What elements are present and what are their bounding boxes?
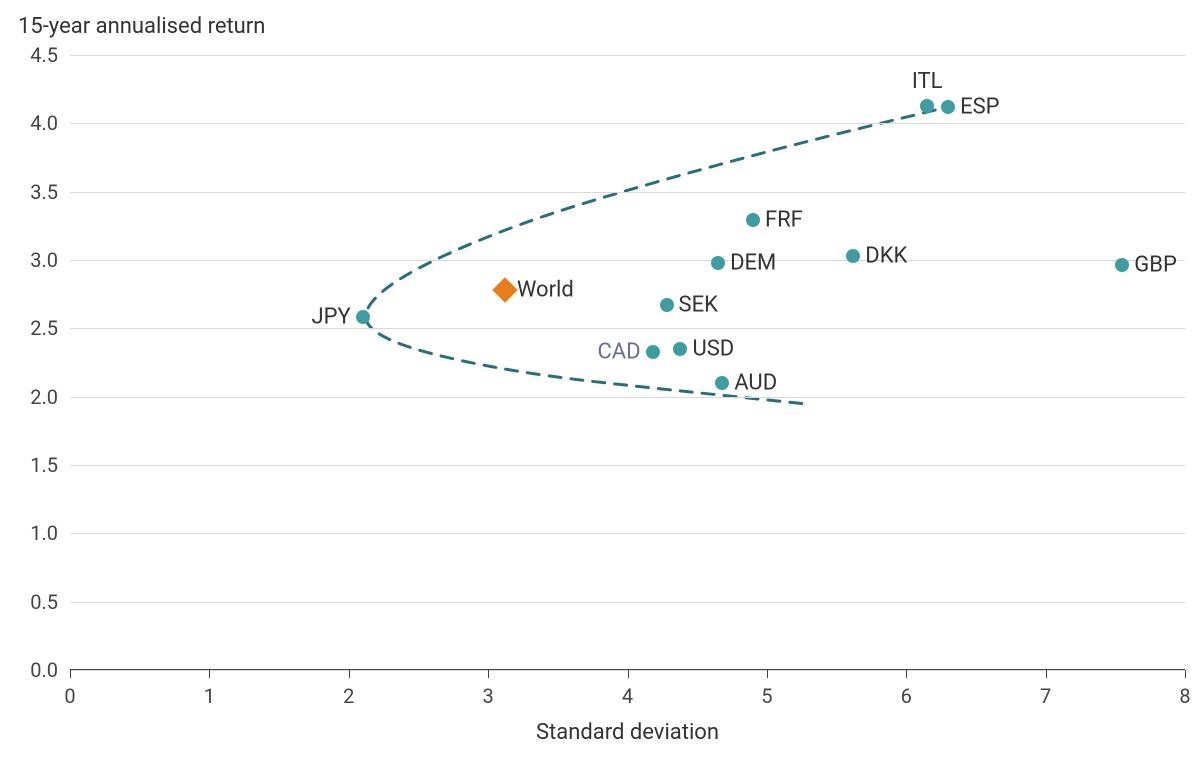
gridline: [70, 123, 1185, 124]
y-tick-label: 1.5: [30, 453, 70, 477]
point-label-jpy: JPY: [311, 305, 350, 330]
point-label-sek: SEK: [679, 293, 718, 318]
point-label-dem: DEM: [730, 250, 776, 275]
gridline: [70, 602, 1185, 603]
plot-area: 0.00.51.01.52.02.53.03.54.04.5012345678J…: [70, 55, 1185, 670]
point-esp: [941, 100, 955, 114]
point-frf: [746, 213, 760, 227]
point-cad: [646, 345, 660, 359]
x-axis-title: Standard deviation: [70, 720, 1185, 745]
point-aud: [715, 376, 729, 390]
x-tick-label: 2: [343, 670, 354, 708]
x-tick-label: 6: [901, 670, 912, 708]
x-tick-label: 3: [483, 670, 494, 708]
y-tick-label: 1.0: [30, 521, 70, 545]
point-jpy: [356, 310, 370, 324]
y-axis-title: 15-year annualised return: [18, 14, 265, 39]
point-label-esp: ESP: [960, 94, 999, 119]
risk-return-scatter: 15-year annualised return 0.00.51.01.52.…: [0, 0, 1200, 780]
x-tick-label: 0: [64, 670, 75, 708]
point-gbp: [1115, 258, 1129, 272]
gridline: [70, 328, 1185, 329]
point-label-gbp: GBP: [1134, 253, 1177, 278]
point-label-dkk: DKK: [865, 243, 907, 268]
gridline: [70, 465, 1185, 466]
point-label-cad: CAD: [597, 339, 640, 364]
x-tick-label: 8: [1179, 670, 1190, 708]
gridline: [70, 260, 1185, 261]
point-sek: [660, 298, 674, 312]
gridline: [70, 533, 1185, 534]
y-tick-label: 4.5: [30, 43, 70, 67]
y-tick-label: 4.0: [30, 111, 70, 135]
x-tick-label: 7: [1040, 670, 1051, 708]
x-tick-label: 4: [622, 670, 633, 708]
gridline: [70, 397, 1185, 398]
y-tick-label: 3.5: [30, 180, 70, 204]
y-tick-label: 3.0: [30, 248, 70, 272]
point-dem: [711, 256, 725, 270]
point-label-usd: USD: [692, 336, 734, 361]
point-label-world: World: [517, 278, 574, 303]
point-itl: [920, 99, 934, 113]
x-tick-label: 1: [204, 670, 215, 708]
y-tick-label: 0.5: [30, 590, 70, 614]
y-tick-label: 2.0: [30, 385, 70, 409]
point-dkk: [846, 249, 860, 263]
point-usd: [673, 342, 687, 356]
point-label-aud: AUD: [734, 371, 777, 396]
point-world: [492, 277, 517, 302]
gridline: [70, 55, 1185, 56]
gridline: [70, 192, 1185, 193]
x-tick-label: 5: [761, 670, 772, 708]
y-tick-label: 2.5: [30, 316, 70, 340]
point-label-itl: ITL: [912, 69, 943, 94]
point-label-frf: FRF: [765, 208, 803, 233]
